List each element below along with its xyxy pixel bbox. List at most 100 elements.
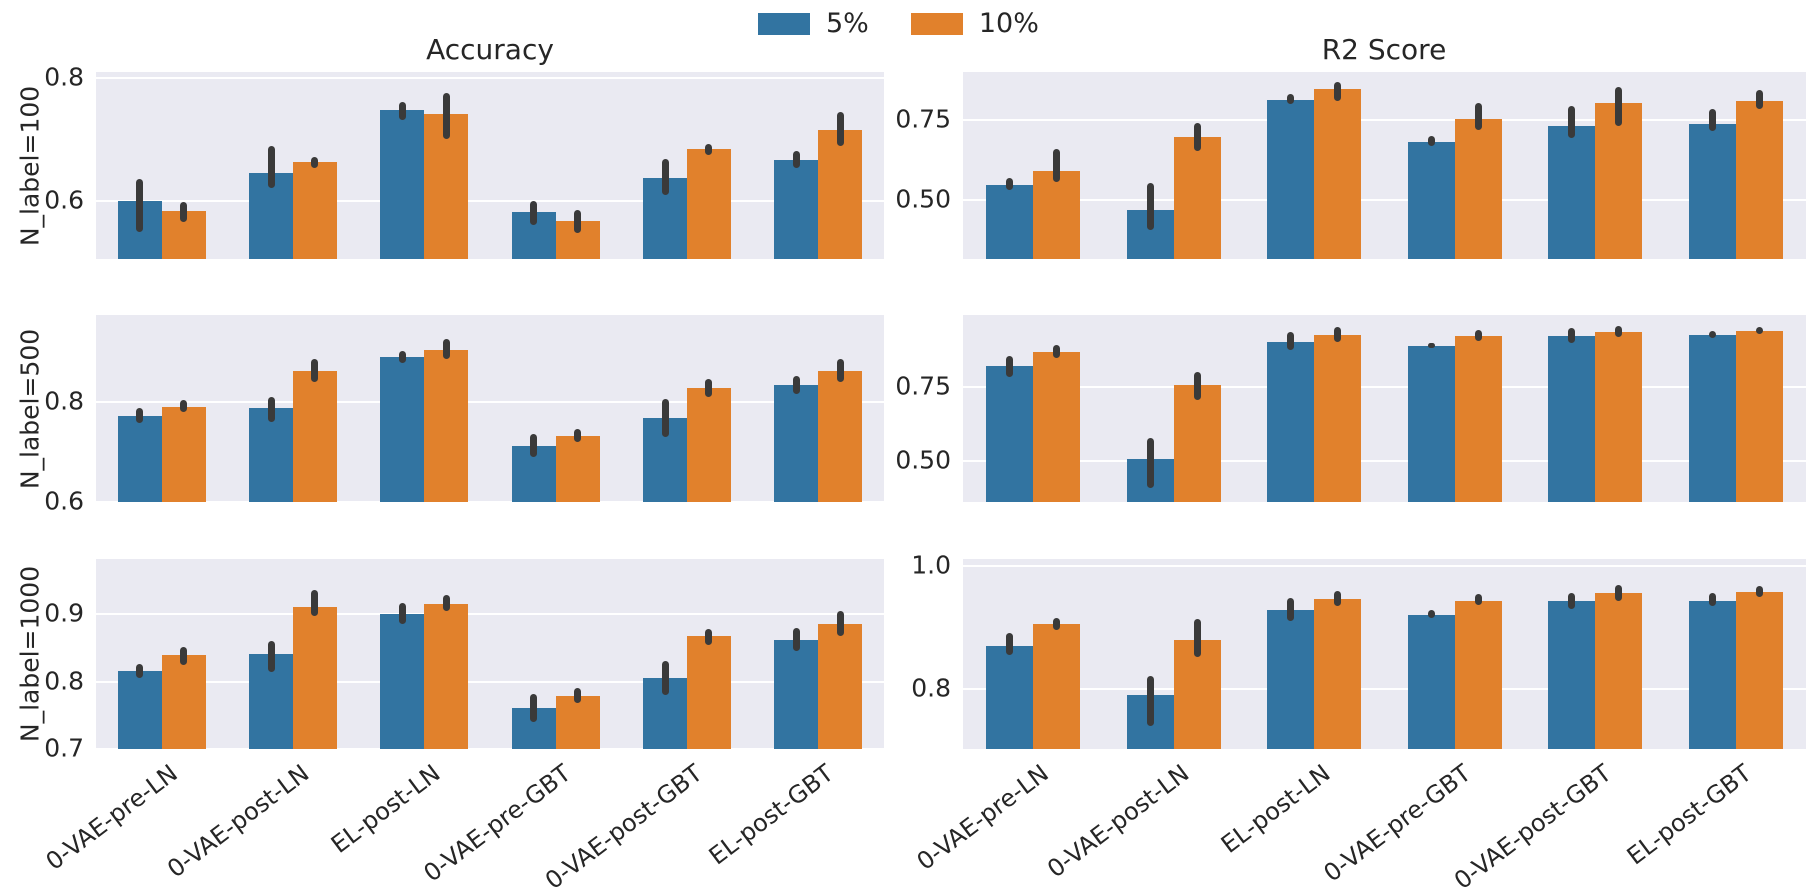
- bar-5%-EL-post-LN: [1267, 99, 1315, 259]
- bar-10%-0-VAE-post-GBT: [687, 387, 731, 502]
- bar-10%-EL-post-GBT: [1735, 330, 1783, 502]
- error-bar: [792, 151, 800, 169]
- error-bar: [1053, 149, 1061, 183]
- error-bar: [267, 145, 275, 189]
- bar-5%-EL-post-LN: [1267, 341, 1315, 502]
- x-tick-label: EL-post-LN: [325, 759, 446, 859]
- y-tick-label: 0.50: [895, 444, 951, 474]
- error-bar: [836, 610, 844, 636]
- bar-10%-0-VAE-pre-GBT: [555, 696, 600, 749]
- subplot-r2-n500: [963, 315, 1806, 502]
- gridline: [963, 199, 1806, 202]
- error-bar: [398, 603, 406, 624]
- bar-10%-EL-post-GBT: [1735, 591, 1783, 749]
- error-bar: [442, 594, 450, 611]
- legend: 5% 10%: [758, 8, 1039, 39]
- y-tick-label: 0.6: [44, 185, 84, 215]
- bar-10%-EL-post-GBT: [1735, 101, 1783, 259]
- y-tick-label: 0.8: [911, 672, 951, 702]
- bar-10%-0-VAE-post-GBT: [687, 149, 731, 259]
- error-bar: [311, 358, 319, 382]
- bar-10%-0-VAE-pre-LN: [1033, 623, 1081, 749]
- x-tick-label: 0-VAE-post-LN: [161, 759, 314, 884]
- x-tick-label: EL-post-GBT: [1621, 759, 1757, 871]
- error-bar: [442, 92, 450, 140]
- bar-10%-EL-post-LN: [424, 604, 469, 749]
- legend-label-5pct: 5%: [826, 8, 869, 39]
- bar-10%-0-VAE-pre-LN: [161, 406, 206, 502]
- y-tick-label: 1.0: [911, 550, 951, 580]
- bar-10%-0-VAE-pre-LN: [161, 655, 206, 749]
- error-bar: [1474, 594, 1482, 605]
- error-bar: [398, 102, 406, 120]
- bar-10%-0-VAE-pre-GBT: [1454, 118, 1502, 259]
- error-bar: [1708, 593, 1716, 607]
- x-tick-label: EL-post-GBT: [704, 759, 840, 871]
- error-bar: [574, 688, 582, 704]
- error-bar: [836, 111, 844, 146]
- bar-10%-EL-post-LN: [1314, 599, 1362, 749]
- error-bar: [836, 358, 844, 382]
- y-tick-label: 0.50: [895, 184, 951, 214]
- bar-10%-0-VAE-post-GBT: [1595, 593, 1643, 749]
- bar-10%-0-VAE-pre-GBT: [555, 435, 600, 502]
- error-bar: [530, 434, 538, 457]
- gridline: [96, 748, 884, 749]
- error-bar: [1053, 344, 1061, 359]
- legend-swatch-10pct-icon: [910, 12, 963, 35]
- error-bar: [180, 400, 188, 413]
- error-bar: [1615, 87, 1623, 126]
- error-bar: [792, 376, 800, 395]
- error-bar: [136, 408, 144, 424]
- bar-10%-0-VAE-post-LN: [1173, 640, 1221, 749]
- bar-5%-0-VAE-pre-LN: [986, 185, 1034, 259]
- gridline: [96, 400, 884, 403]
- bar-10%-0-VAE-post-LN: [293, 606, 337, 749]
- error-bar: [1006, 632, 1014, 655]
- error-bar: [1755, 586, 1763, 597]
- bar-10%-EL-post-GBT: [818, 624, 863, 749]
- error-bar: [1334, 81, 1342, 101]
- error-bar: [1334, 591, 1342, 607]
- bar-10%-0-VAE-post-GBT: [1595, 102, 1643, 259]
- bar-10%-0-VAE-post-LN: [1173, 384, 1221, 502]
- error-bar: [705, 378, 713, 397]
- error-bar: [1287, 93, 1295, 105]
- bar-10%-EL-post-LN: [1314, 89, 1362, 259]
- bar-5%-EL-post-LN: [380, 110, 425, 259]
- error-bar: [1755, 326, 1763, 334]
- bar-10%-EL-post-LN: [424, 350, 469, 502]
- error-bar: [1708, 330, 1716, 339]
- y-tick-label: 0.8: [44, 386, 84, 416]
- bar-10%-0-VAE-pre-GBT: [1454, 600, 1502, 749]
- error-bar: [180, 201, 188, 223]
- error-bar: [574, 209, 582, 233]
- bar-5%-0-VAE-pre-LN: [986, 645, 1034, 749]
- row-label-n100: N_label=100: [15, 85, 45, 246]
- gridline: [963, 385, 1806, 388]
- error-bar: [311, 589, 319, 616]
- x-tick-label: 0-VAE-pre-LN: [40, 759, 183, 876]
- bar-5%-0-VAE-pre-GBT: [1407, 142, 1455, 259]
- bar-5%-EL-post-GBT: [1688, 600, 1736, 749]
- column-title-accuracy: Accuracy: [426, 33, 554, 66]
- bar-10%-0-VAE-post-LN: [293, 371, 337, 502]
- error-bar: [1193, 371, 1201, 400]
- subplot-r2-n100: [963, 72, 1806, 259]
- error-bar: [1146, 676, 1154, 727]
- error-bar: [1568, 328, 1576, 344]
- error-bar: [661, 399, 669, 437]
- y-tick-label: 0.7: [44, 733, 84, 763]
- bar-5%-EL-post-GBT: [1688, 124, 1736, 259]
- gridline: [96, 680, 884, 683]
- error-bar: [705, 629, 713, 645]
- subplot-accuracy-n1000: [96, 559, 884, 749]
- bar-10%-EL-post-GBT: [818, 130, 863, 259]
- gridline: [96, 199, 884, 202]
- legend-label-10pct: 10%: [978, 8, 1039, 39]
- x-tick-label: EL-post-LN: [1215, 759, 1336, 859]
- gridline: [963, 118, 1806, 121]
- error-bar: [1287, 331, 1295, 350]
- error-bar: [1427, 609, 1435, 618]
- legend-swatch-5pct-icon: [758, 12, 810, 35]
